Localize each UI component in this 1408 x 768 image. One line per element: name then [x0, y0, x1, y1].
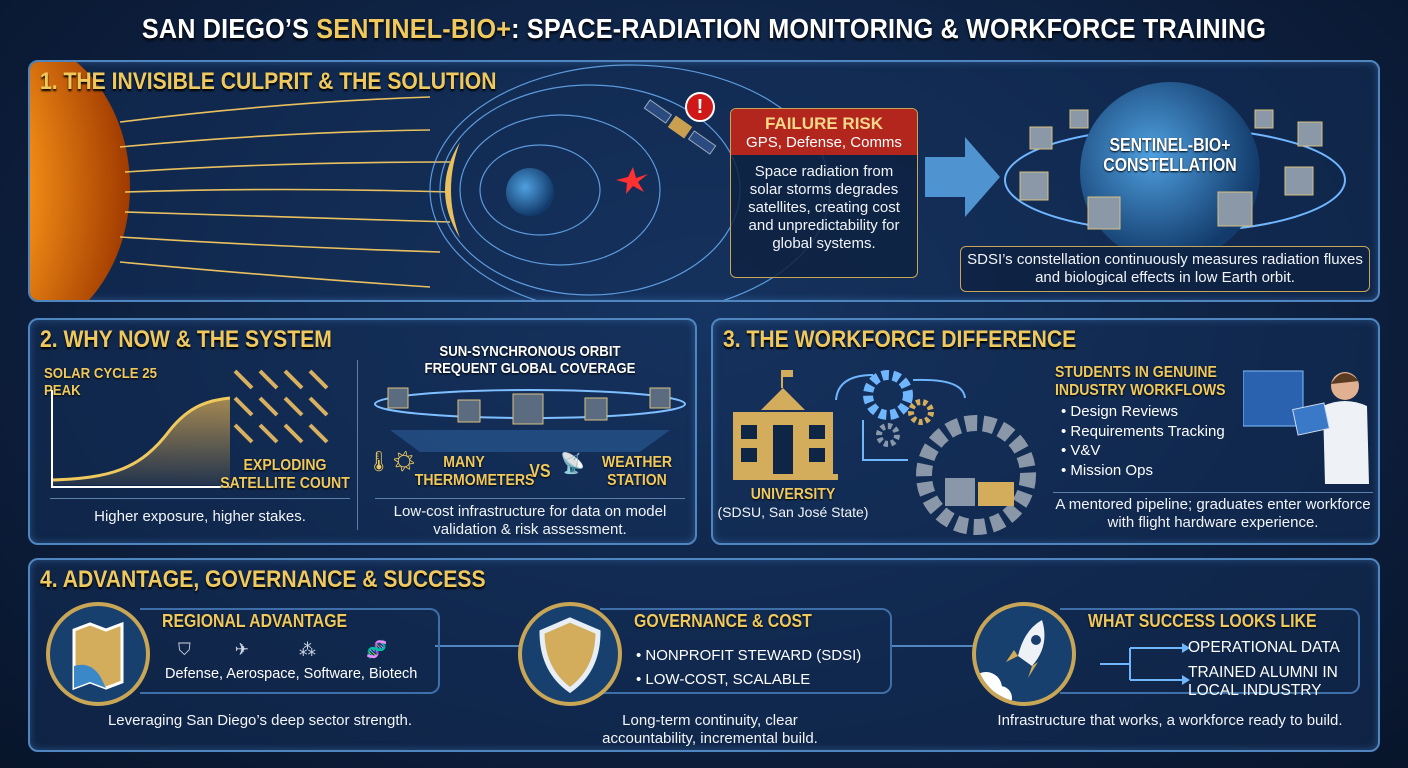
constellation-label: SENTINEL-BIO+ CONSTELLATION [1103, 135, 1237, 175]
section-4-panel: 4. ADVANTAGE, GOVERNANCE & SUCCESS REGIO… [28, 558, 1380, 752]
gear-icon [876, 423, 900, 447]
divider [50, 498, 350, 499]
regional-card [140, 608, 440, 694]
university-to-industry-illustration [733, 370, 1036, 535]
outcome-item: OPERATIONAL DATA [1188, 639, 1340, 656]
solar-wind-arrows [119, 96, 451, 288]
orbit-cubesats [374, 387, 686, 452]
governance-card [600, 608, 892, 694]
vs-label: VS [529, 461, 551, 481]
success-card [1060, 608, 1360, 694]
failure-risk-title: FAILURE RISK [764, 114, 884, 133]
governance-item: NONPROFIT STEWARD (SDSI) [636, 644, 861, 668]
section-3-heading: 3. THE WORKFORCE DIFFERENCE [723, 326, 1077, 353]
earth-icon [506, 168, 554, 216]
university-label: UNIVERSITY [750, 486, 836, 503]
workflow-item: Requirements Tracking [1061, 422, 1224, 442]
regional-title: REGIONAL ADVANTAGE [162, 611, 348, 631]
weather-station-label: WEATHER STATION [601, 454, 673, 489]
left-caption: Higher exposure, higher stakes. [94, 508, 306, 525]
many-thermometers-label: MANY THERMOMETERS [414, 454, 535, 489]
impact-burst-icon [616, 167, 648, 194]
section-1-heading: 1. THE INVISIBLE CULPRIT & THE SOLUTION [40, 68, 497, 95]
regional-caption: Leveraging San Diego’s deep sector stren… [107, 712, 413, 729]
arrow-right-icon [925, 137, 1000, 217]
governance-list: NONPROFIT STEWARD (SDSI) LOW-COST, SCALA… [636, 644, 861, 692]
orbit-label: SUN-SYNCHRONOUS ORBIT FREQUENT GLOBAL CO… [424, 343, 636, 377]
success-title: WHAT SUCCESS LOOKS LIKE [1088, 611, 1317, 631]
success-caption: Infrastructure that works, a workforce r… [997, 712, 1343, 729]
vertical-divider [357, 360, 358, 530]
cubesat-icons [1019, 109, 1323, 230]
bow-shock [445, 142, 460, 238]
factory-icon [978, 482, 1014, 506]
failure-risk-subtitle: GPS, Defense, Comms [746, 134, 902, 151]
right-caption: Low-cost infrastructure for data on mode… [393, 503, 667, 538]
sun-magnetosphere-illustration [30, 62, 1346, 300]
page-title: SAN DIEGO’S SENTINEL-BIO+: SPACE-RADIATI… [141, 13, 1267, 44]
branch-arrows [1100, 643, 1190, 685]
university-subtitle: (SDSU, San José State) [717, 504, 869, 520]
satellite-count-label: EXPLODING SATELLITE COUNT [220, 457, 350, 492]
failure-risk-box: FAILURE RISK GPS, Defense, Comms Space r… [730, 108, 918, 278]
section-3-panel: 3. THE WORKFORCE DIFFERENCE UNIVERSITY (… [711, 318, 1380, 545]
weather-station-icon: 📡 [560, 453, 585, 475]
shield-eagle-icon: ⛉ [178, 640, 191, 659]
divider [1053, 492, 1373, 493]
governance-item: LOW-COST, SCALABLE [636, 668, 861, 692]
alert-badge: ! [685, 92, 715, 122]
map-icon [46, 602, 150, 706]
governance-caption: Long-term continuity, clear accountabili… [602, 712, 818, 747]
governance-title: GOVERNANCE & COST [634, 611, 812, 631]
sector-list: Defense, Aerospace, Software, Biotech [165, 666, 418, 682]
shield-icon [518, 602, 622, 706]
gear-icon [863, 370, 913, 420]
large-gear-icon [916, 415, 1036, 535]
divider [375, 498, 685, 499]
section-4-heading: 4. ADVANTAGE, GOVERNANCE & SUCCESS [40, 566, 486, 593]
thermometer-icon: 🌡☀ [366, 451, 417, 473]
workforce-caption: A mentored pipeline; graduates enter wor… [1055, 496, 1371, 531]
satellite-swarm-icon [233, 369, 329, 444]
dna-icon: 🧬 [366, 640, 388, 659]
molecule-icon: ⁂ [299, 640, 316, 659]
workflow-item: Design Reviews [1061, 402, 1225, 422]
exclamation-icon: ! [696, 96, 704, 118]
section-1-panel: 1. THE INVISIBLE CULPRIT & THE SOLUTION … [28, 60, 1380, 302]
gear-icon [908, 399, 934, 425]
section-2-panel: 2. WHY NOW & THE SYSTEM SOLAR CYCLE 25 P… [28, 318, 697, 545]
workflow-list: Design Reviews Requirements Tracking V&V… [1061, 402, 1225, 481]
solar-cycle-curve [51, 390, 230, 488]
constellation-caption: SDSI’s constellation continuously measur… [960, 246, 1370, 292]
jet-icon: ✈ [234, 640, 249, 659]
sector-icons: ⛉ ✈ ⁂ 🧬 [178, 640, 387, 660]
globe-icon [1080, 82, 1260, 262]
students-heading: STUDENTS IN GENUINE INDUSTRY WORKFLOWS [1055, 364, 1226, 399]
sun-icon [30, 62, 130, 300]
connector-line [890, 645, 980, 647]
workflow-item: Mission Ops [1061, 461, 1225, 481]
workflow-item: V&V [1061, 441, 1225, 461]
rocket-icon [972, 602, 1076, 706]
failure-risk-body: Space radiation from solar storms degrad… [748, 163, 900, 252]
section-2-heading: 2. WHY NOW & THE SYSTEM [40, 326, 332, 353]
engineer-blueprint-illustration [1243, 370, 1369, 484]
satellite-icon [643, 99, 717, 155]
solar-cycle-label: SOLAR CYCLE 25 PEAK [44, 365, 157, 399]
outcome-item: TRAINED ALUMNI IN LOCAL INDUSTRY [1188, 664, 1338, 699]
connector-line [435, 645, 525, 647]
